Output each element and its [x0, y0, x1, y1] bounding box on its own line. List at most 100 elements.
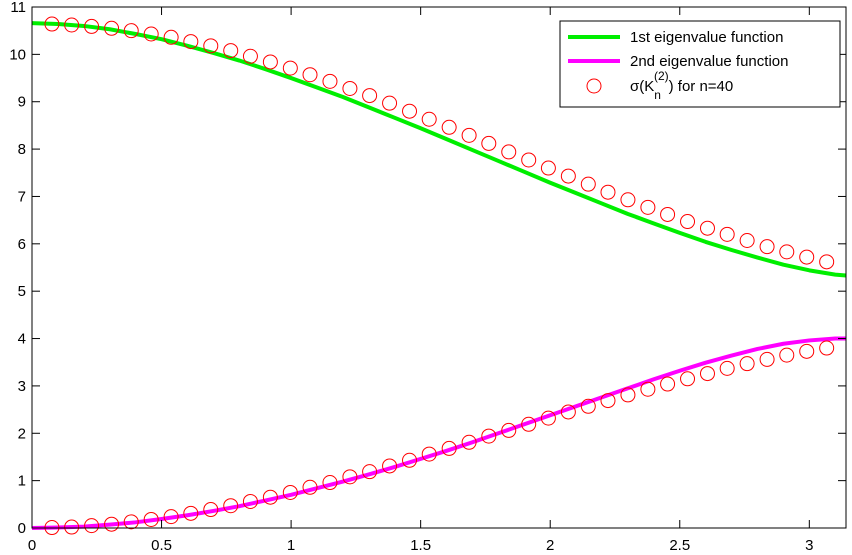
x-tick-label: 1 [287, 537, 295, 554]
scatter-point-upper [620, 192, 636, 208]
x-tick-label: 1.5 [410, 537, 431, 554]
scatter-point-upper [282, 60, 298, 76]
scatter-point-lower [699, 366, 715, 382]
axes-frame [31, 6, 847, 529]
scatter-point-lower [223, 498, 239, 514]
scatter-point-upper [660, 206, 676, 222]
x-tick-label: 2 [546, 537, 554, 554]
scatter-point-upper [759, 239, 775, 255]
scatter-point-upper [64, 17, 80, 33]
scatter-points [44, 16, 835, 536]
scatter-point-upper [560, 168, 576, 184]
scatter-point-lower [104, 516, 120, 532]
scatter-point-upper [640, 199, 656, 215]
y-tick-label: 9 [18, 94, 26, 111]
legend-label: 1st eigenvalue function [630, 29, 783, 46]
scatter-point-upper [799, 249, 815, 265]
y-tick-label: 5 [18, 283, 26, 300]
scatter-point-lower [402, 452, 418, 468]
scatter-point-lower [461, 434, 477, 450]
scatter-point-lower [521, 416, 537, 432]
scatter-point-lower [362, 464, 378, 480]
series-line-2 [31, 336, 846, 530]
y-tick-label: 0 [18, 520, 26, 537]
scatter-point-upper [262, 54, 278, 70]
scatter-point-upper [143, 26, 159, 42]
scatter-point-lower [501, 422, 517, 438]
scatter-point-upper [779, 244, 795, 260]
scatter-point-upper [441, 119, 457, 135]
scatter-point-upper [223, 43, 239, 59]
y-tick-label: 6 [18, 236, 26, 253]
scatter-point-lower [600, 393, 616, 409]
x-tick-label: 2.5 [669, 537, 690, 554]
x-tick-label: 0 [28, 537, 36, 554]
scatter-point-upper [421, 111, 437, 127]
y-tick-label: 2 [18, 425, 26, 442]
y-tick-label: 1 [18, 473, 26, 490]
scatter-point-upper [719, 226, 735, 242]
scatter-point-lower [799, 343, 815, 359]
scatter-point-lower [203, 502, 219, 518]
scatter-point-upper [203, 38, 219, 54]
scatter-point-upper [104, 20, 120, 36]
scatter-point-upper [322, 73, 338, 89]
scatter-point-upper [362, 88, 378, 104]
scatter-point-lower [262, 489, 278, 505]
scatter-point-upper [163, 29, 179, 45]
scatter-point-upper [580, 176, 596, 192]
scatter-point-upper [402, 103, 418, 119]
scatter-point-lower [640, 381, 656, 397]
scatter-point-upper [521, 152, 537, 168]
y-tick-label: 4 [18, 331, 26, 348]
scatter-point-upper [680, 214, 696, 230]
scatter-point-lower [143, 511, 159, 527]
scatter-point-lower [421, 446, 437, 462]
scatter-point-lower [84, 518, 100, 534]
legend-swatch-circle [586, 78, 602, 94]
scatter-point-lower [759, 351, 775, 367]
scatter-point-upper [461, 127, 477, 143]
y-tick-label: 8 [18, 141, 26, 158]
scatter-point-lower [183, 505, 199, 521]
scatter-point-lower [302, 479, 318, 495]
series-line-1 [31, 21, 847, 278]
x-tick-label: 3 [805, 537, 813, 554]
scatter-point-upper [699, 220, 715, 236]
y-tick-label: 10 [9, 46, 26, 63]
scatter-point-lower [779, 347, 795, 363]
scatter-point-upper [600, 184, 616, 200]
scatter-point-upper [819, 254, 835, 270]
scatter-point-lower [64, 519, 80, 535]
scatter-point-lower [322, 475, 338, 491]
scatter-point-lower [540, 410, 556, 426]
axes-layer: 0 0.5 1 1.5 2 2.5 3 0 1 2 3 4 5 6 7 8 9 10 11 [9, 0, 847, 554]
scatter-point-upper [382, 95, 398, 111]
scatter-point-lower [342, 469, 358, 485]
legend: 1st eigenvalue function 2nd eigenvalue fu… [559, 20, 841, 108]
scatter-point-upper [481, 135, 497, 151]
scatter-point-lower [441, 440, 457, 456]
scatter-point-upper [183, 34, 199, 50]
scatter-point-lower [680, 371, 696, 387]
x-tick-label: 0.5 [151, 537, 172, 554]
scatter-point-upper [540, 160, 556, 176]
scatter-point-lower [719, 360, 735, 376]
scatter-point-upper [302, 67, 318, 83]
scatter-point-lower [123, 514, 139, 530]
series-layer [31, 16, 847, 536]
scatter-point-upper [84, 18, 100, 34]
legend-label: 2nd eigenvalue function [630, 53, 788, 70]
scatter-point-lower [242, 493, 258, 509]
scatter-point-upper [501, 144, 517, 160]
y-tick-label: 7 [18, 188, 26, 205]
scatter-point-lower [660, 376, 676, 392]
y-tick-label: 11 [10, 0, 26, 16]
scatter-point-lower [163, 509, 179, 525]
scatter-point-lower [282, 484, 298, 500]
legend-label-sigma: σ(Kn(2)) for n=40 [630, 69, 733, 102]
scatter-point-lower [560, 404, 576, 420]
scatter-point-upper [739, 233, 755, 248]
scatter-point-upper [123, 23, 139, 39]
